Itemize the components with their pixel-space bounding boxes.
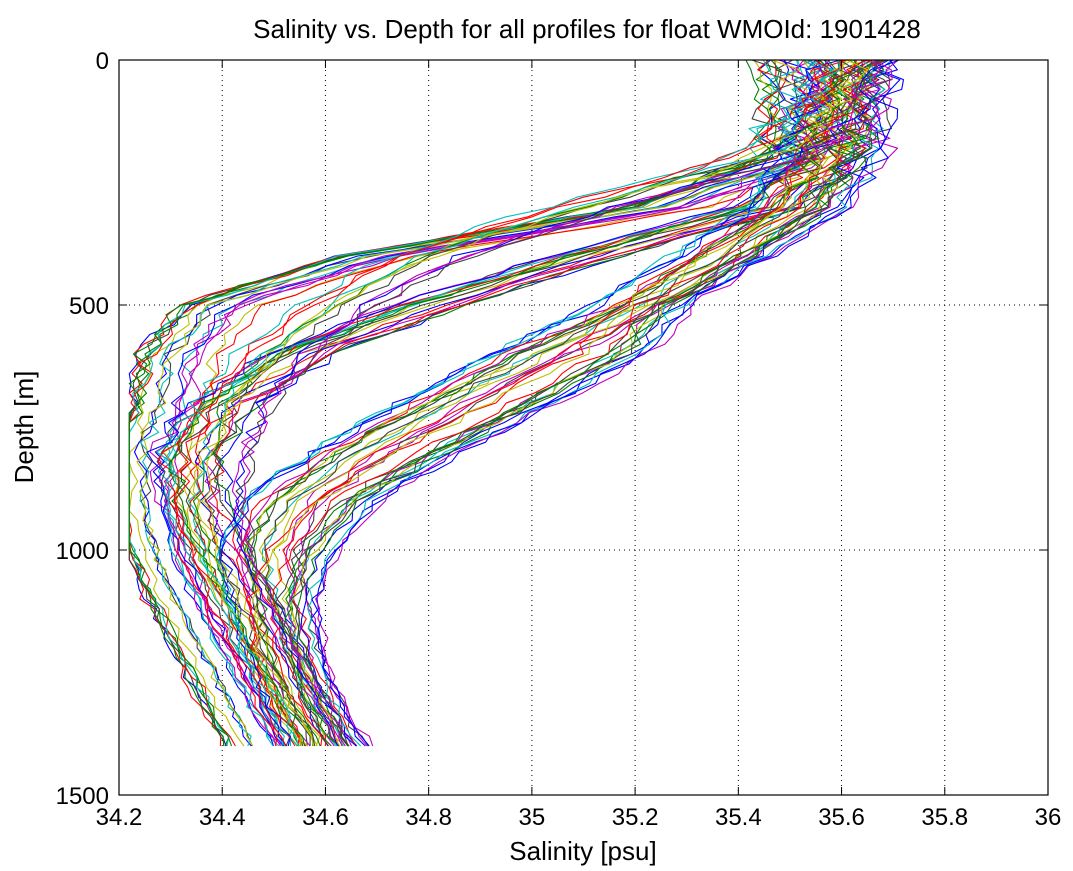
- plot-frame: [118, 59, 1049, 796]
- profile-line: [192, 59, 861, 747]
- profile-line: [128, 59, 790, 747]
- x-tick-label: 34.4: [199, 804, 246, 831]
- x-tick-label: 35.6: [818, 804, 865, 831]
- x-tick-label: 34.2: [96, 804, 143, 831]
- profile-line: [212, 59, 877, 747]
- y-tick-label: 0: [96, 48, 109, 75]
- profile-line: [290, 59, 877, 747]
- x-tick-label: 34.8: [405, 804, 452, 831]
- x-tick-label: 34.6: [302, 804, 349, 831]
- x-axis-label: Salinity [psu]: [509, 836, 656, 866]
- profile-line: [300, 59, 898, 747]
- profile-line: [270, 59, 867, 747]
- profile-line: [167, 59, 832, 747]
- x-tick-label: 35: [519, 804, 546, 831]
- profile-line: [162, 59, 835, 747]
- profile-line: [290, 59, 872, 747]
- axis-ticks: 34.2 34.4 34.6 34.8 35 35.2 35.4 35.6 35.8 36 0 500…: [56, 48, 1062, 831]
- y-tick-label: 500: [69, 293, 109, 320]
- profile-line: [247, 59, 845, 746]
- profile-line: [285, 59, 881, 747]
- y-tick-label: 1500: [56, 783, 109, 810]
- profile-line: [128, 59, 786, 747]
- profile-line: [235, 59, 892, 747]
- profile-line: [174, 59, 844, 747]
- profile-line: [233, 59, 889, 747]
- profile-line: [219, 59, 826, 747]
- profile-line: [136, 59, 809, 747]
- y-axis-label: Depth [m]: [9, 371, 39, 484]
- profile-line: [315, 59, 899, 747]
- profile-line: [201, 59, 868, 747]
- profile-line: [128, 59, 781, 747]
- x-tick-label: 36: [1035, 804, 1062, 831]
- profile-line: [286, 59, 878, 747]
- profile-line: [169, 59, 843, 747]
- profile-line: [282, 59, 886, 747]
- profile-line: [187, 59, 841, 747]
- y-tick-label: 1000: [56, 538, 109, 565]
- profile-line: [164, 59, 832, 747]
- x-tick-label: 35.4: [715, 804, 762, 831]
- profile-lines: [128, 59, 905, 747]
- profile-line: [192, 59, 844, 746]
- profile-line: [311, 59, 901, 747]
- profile-line: [236, 59, 835, 747]
- profile-line: [139, 59, 801, 747]
- x-tick-label: 35.2: [612, 804, 659, 831]
- profile-line: [146, 59, 817, 747]
- chart-title: Salinity vs. Depth for all profiles for …: [253, 14, 921, 44]
- profile-line: [296, 59, 886, 747]
- profile-line: [128, 59, 787, 747]
- profile-line: [157, 59, 822, 747]
- x-tick-label: 35.8: [921, 804, 968, 831]
- profile-line: [241, 59, 893, 747]
